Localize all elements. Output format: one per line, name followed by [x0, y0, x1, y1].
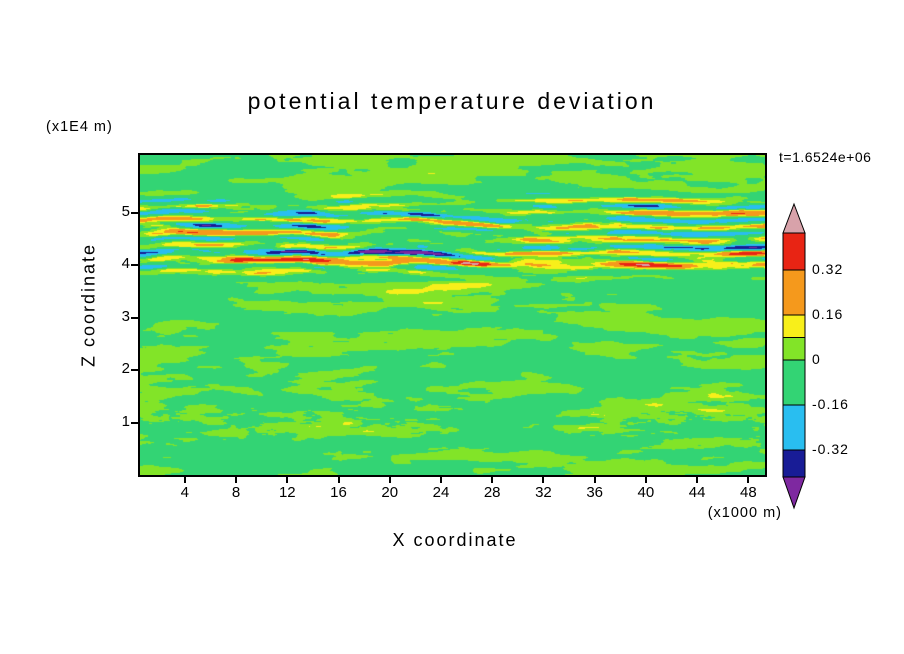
x-tick-mark [235, 477, 238, 483]
x-tick-mark [183, 477, 186, 483]
x-tick-mark [593, 477, 596, 483]
y-tick-mark [131, 211, 138, 214]
y-tick-mark [131, 264, 138, 267]
x-tick-mark [747, 477, 750, 483]
x-tick-label: 36 [586, 484, 603, 501]
colorbar-bottom-arrow [782, 476, 806, 510]
colorbar-tick-label: 0.32 [812, 261, 844, 277]
x-tick-label: 32 [535, 484, 552, 501]
y-tick-label: 4 [121, 255, 130, 273]
x-axis-title: X coordinate [392, 530, 518, 550]
chart-title: potential temperature deviation [247, 88, 657, 114]
x-tick-mark [439, 477, 442, 483]
x-tick-label: 4 [180, 484, 189, 501]
colorbar-band [782, 232, 806, 271]
colorbar-band [782, 337, 806, 361]
x-tick-mark [696, 477, 699, 483]
x-tick-label: 8 [231, 484, 241, 501]
y-tick-mark [131, 421, 138, 424]
y-tick-label: 3 [121, 307, 130, 325]
x-tick-label: 48 [740, 484, 757, 501]
x-tick-mark [644, 477, 647, 483]
y-axis-unit-label: (x1E4 m) [46, 119, 113, 135]
y-tick-mark [131, 369, 138, 372]
colorbar-tick-label: -0.16 [812, 396, 849, 412]
colorbar-tick-label: -0.32 [812, 441, 849, 457]
x-tick-label: 24 [432, 484, 450, 501]
colorbar-band [782, 449, 806, 478]
x-tick-mark [337, 477, 340, 483]
colorbar-band [782, 269, 806, 316]
colorbar-top-arrow [782, 202, 806, 234]
plot-frame [138, 153, 767, 477]
y-tick-label: 5 [121, 202, 130, 220]
y-tick-label: 2 [121, 360, 130, 378]
x-tick-mark [491, 477, 494, 483]
colorbar [782, 202, 806, 510]
x-tick-label: 28 [483, 484, 501, 501]
time-annotation: t=1.6524e+06 [779, 149, 872, 165]
x-tick-mark [286, 477, 289, 483]
x-tick-mark [542, 477, 545, 483]
x-tick-label: 12 [278, 484, 296, 501]
y-tick-label: 1 [121, 412, 130, 430]
colorbar-band [782, 359, 806, 406]
contour-field-canvas [140, 155, 765, 475]
colorbar-band [782, 314, 806, 338]
x-tick-label: 20 [381, 484, 399, 501]
x-tick-label: 44 [688, 484, 706, 501]
x-axis-unit-label: (x1000 m) [707, 505, 782, 521]
colorbar-band [782, 404, 806, 451]
x-tick-label: 16 [330, 484, 347, 501]
x-tick-label: 40 [637, 484, 655, 501]
colorbar-tick-label: 0 [812, 351, 821, 367]
x-tick-mark [388, 477, 391, 483]
y-tick-mark [131, 316, 138, 319]
colorbar-tick-label: 0.16 [812, 306, 844, 322]
